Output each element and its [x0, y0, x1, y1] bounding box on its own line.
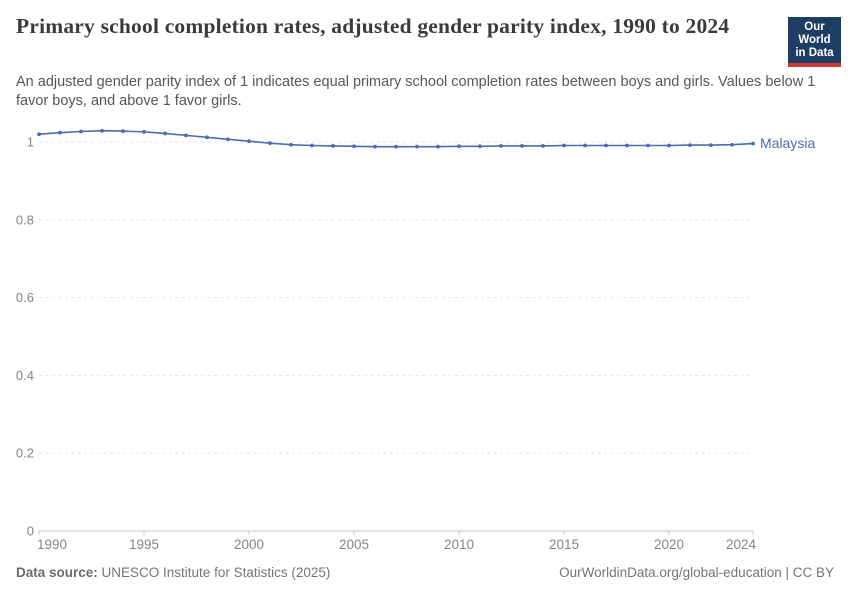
license-link[interactable]: OurWorldinData.org/global-education | CC…	[559, 565, 834, 580]
data-point	[268, 141, 272, 146]
data-point	[667, 143, 671, 148]
data-source-value: UNESCO Institute for Statistics (2025)	[97, 565, 331, 580]
x-tick-label: 2024	[726, 537, 757, 552]
y-tick-label: 0.6	[16, 290, 34, 305]
chart-footer: Data source: UNESCO Institute for Statis…	[16, 565, 834, 580]
data-point	[331, 143, 335, 148]
data-point	[79, 129, 83, 134]
y-tick-label: 0.2	[16, 446, 34, 461]
data-point	[289, 142, 293, 147]
y-tick-label: 1	[27, 135, 34, 150]
data-point	[37, 132, 41, 137]
data-point	[310, 143, 314, 148]
data-point	[625, 143, 629, 148]
data-point	[562, 143, 566, 148]
data-point	[436, 144, 440, 149]
data-point	[205, 135, 209, 140]
data-point	[730, 142, 734, 147]
data-point	[583, 143, 587, 148]
data-source-note: Data source: UNESCO Institute for Statis…	[16, 565, 330, 580]
chart-title: Primary school completion rates, adjuste…	[16, 14, 730, 38]
data-point	[499, 143, 503, 148]
data-point	[457, 144, 461, 149]
x-tick-label: 1990	[37, 537, 67, 552]
data-point	[646, 143, 650, 148]
data-point	[541, 143, 545, 148]
series-line-malaysia[interactable]	[38, 129, 754, 148]
data-point	[415, 144, 419, 149]
data-point	[58, 130, 62, 135]
data-point	[352, 144, 356, 149]
chart-subtitle: An adjusted gender parity index of 1 ind…	[16, 74, 816, 110]
data-point	[184, 133, 188, 138]
y-tick-label: 0	[27, 524, 34, 539]
data-point	[394, 144, 398, 149]
x-tick-label: 1995	[129, 537, 159, 552]
owid-logo: Our World in Data	[788, 17, 841, 67]
data-point	[163, 131, 167, 136]
series-label[interactable]: Malaysia	[760, 135, 815, 151]
x-tick-label: 2000	[234, 537, 264, 552]
data-point	[373, 144, 377, 149]
owid-logo-line1: Our World	[798, 21, 831, 46]
data-point	[226, 137, 230, 142]
data-point	[478, 144, 482, 149]
data-point	[751, 141, 755, 146]
data-point	[604, 143, 608, 148]
data-point	[709, 143, 713, 148]
data-point	[100, 128, 104, 133]
chart-plot-area: 0 0.2 0.4 0.6 0.8 1 1990 1995 2000 2005 2010 2015 20…	[16, 128, 815, 552]
data-point	[121, 129, 125, 134]
y-tick-label: 0.8	[16, 212, 34, 227]
data-point	[247, 139, 251, 144]
data-point	[142, 129, 146, 134]
data-point	[688, 143, 692, 148]
x-tick-label: 2005	[339, 537, 369, 552]
data-source-label: Data source:	[16, 565, 98, 580]
x-tick-label: 2010	[444, 537, 474, 552]
x-tick-label: 2020	[654, 537, 684, 552]
x-tick-label: 2015	[549, 537, 579, 552]
y-tick-label: 0.4	[16, 368, 34, 383]
data-point	[520, 143, 524, 148]
owid-logo-line2: in Data	[795, 47, 834, 59]
